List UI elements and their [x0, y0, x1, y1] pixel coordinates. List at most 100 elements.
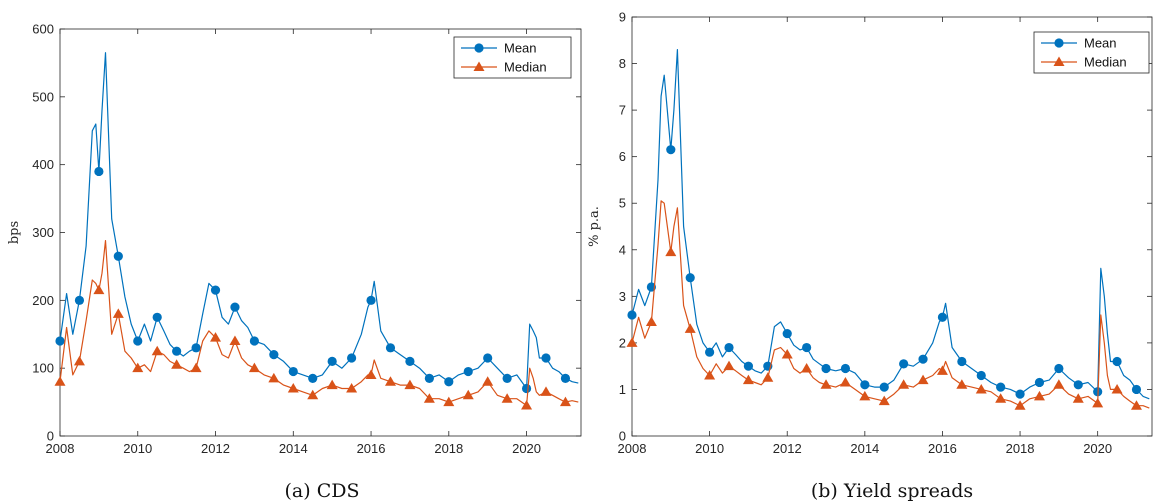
data-point — [996, 382, 1006, 392]
data-point — [229, 335, 241, 346]
data-point — [724, 342, 734, 353]
data-point — [666, 145, 676, 155]
data-point — [782, 328, 792, 339]
y-tick-label: 7 — [619, 103, 626, 118]
data-point — [248, 362, 260, 373]
data-point — [705, 347, 715, 357]
data-point — [626, 337, 638, 347]
x-tick-label: 2012 — [773, 441, 802, 456]
data-point — [483, 353, 493, 363]
data-point — [171, 359, 183, 369]
legend-label: Median — [504, 60, 547, 75]
data-point — [423, 393, 435, 403]
data-point — [975, 383, 987, 394]
data-point — [151, 345, 163, 356]
data-point — [802, 342, 812, 353]
y-tick-label: 0 — [619, 429, 626, 444]
data-point — [1053, 379, 1065, 389]
x-tick-label: 2020 — [1083, 441, 1112, 456]
data-point — [384, 376, 396, 386]
data-point — [976, 370, 986, 381]
data-point — [685, 273, 695, 283]
data-point — [521, 399, 533, 410]
data-point — [879, 382, 889, 392]
data-point — [190, 362, 202, 373]
data-point — [249, 336, 260, 346]
data-point — [93, 284, 105, 295]
data-point — [287, 383, 299, 393]
data-point — [627, 310, 637, 320]
data-point — [645, 316, 657, 326]
y-tick-label: 600 — [32, 22, 54, 37]
data-point — [152, 312, 162, 322]
data-point — [327, 356, 337, 366]
x-tick-label: 2016 — [928, 441, 957, 456]
data-point — [704, 369, 716, 380]
data-point — [1112, 356, 1122, 367]
data-point — [55, 336, 65, 346]
legend-label: Mean — [504, 41, 537, 56]
panel-caption: (b) Yield spreads — [811, 480, 973, 502]
data-point — [560, 373, 571, 383]
data-point — [840, 363, 851, 374]
data-point — [1034, 377, 1045, 388]
series-median — [626, 200, 1150, 410]
data-point — [859, 390, 871, 401]
data-point — [73, 355, 85, 366]
data-point — [463, 366, 473, 377]
data-point — [936, 365, 948, 375]
y-tick-label: 0 — [47, 429, 54, 444]
legend-label: Median — [1084, 55, 1127, 70]
data-point — [1130, 400, 1142, 410]
data-point — [1014, 400, 1026, 410]
data-point — [839, 376, 851, 387]
data-point — [956, 379, 968, 389]
data-point — [269, 350, 279, 360]
y-axis-label: bps — [7, 221, 22, 244]
data-point — [559, 396, 571, 407]
data-point — [743, 361, 754, 371]
data-point — [230, 302, 240, 312]
chart-panel-2: 0 1 2 3 4 5 6 7 8 9 2008 2010 2012 2014 2016 2018 2020 % … — [587, 10, 1153, 502]
data-point — [385, 343, 396, 353]
data-point — [404, 379, 416, 390]
data-point — [781, 349, 793, 359]
data-point — [1054, 363, 1064, 374]
data-point — [541, 353, 551, 363]
data-point — [898, 379, 910, 389]
y-tick-label: 300 — [32, 225, 54, 240]
data-point — [878, 395, 890, 406]
x-tick-label: 2016 — [357, 441, 386, 456]
series-mean — [55, 52, 579, 394]
legend-marker — [1053, 56, 1065, 66]
data-point — [801, 362, 813, 373]
x-tick-label: 2012 — [201, 441, 230, 456]
data-point — [210, 332, 222, 342]
x-tick-label: 2014 — [850, 441, 879, 456]
y-tick-label: 100 — [32, 361, 54, 376]
data-point — [502, 373, 512, 383]
data-point — [1015, 389, 1025, 399]
data-point — [346, 383, 358, 393]
data-point — [133, 336, 143, 346]
series-line-mean — [631, 48, 1150, 400]
data-point — [1092, 397, 1104, 408]
data-point — [210, 285, 221, 295]
series-line-median — [59, 240, 579, 407]
x-tick-label: 2014 — [279, 441, 308, 456]
plot-area — [631, 16, 1153, 437]
legend: Mean Median — [1033, 31, 1150, 74]
y-tick-label: 2 — [619, 335, 626, 350]
data-point — [307, 389, 319, 400]
y-tick-label: 6 — [619, 149, 626, 164]
data-point — [1111, 383, 1123, 394]
legend-box — [453, 36, 572, 79]
data-point — [860, 380, 870, 390]
y-tick-label: 3 — [619, 289, 626, 304]
data-point — [112, 308, 124, 318]
data-point — [113, 251, 123, 261]
y-tick-label: 1 — [619, 382, 626, 397]
data-point — [1073, 380, 1083, 390]
y-tick-label: 8 — [619, 56, 626, 71]
